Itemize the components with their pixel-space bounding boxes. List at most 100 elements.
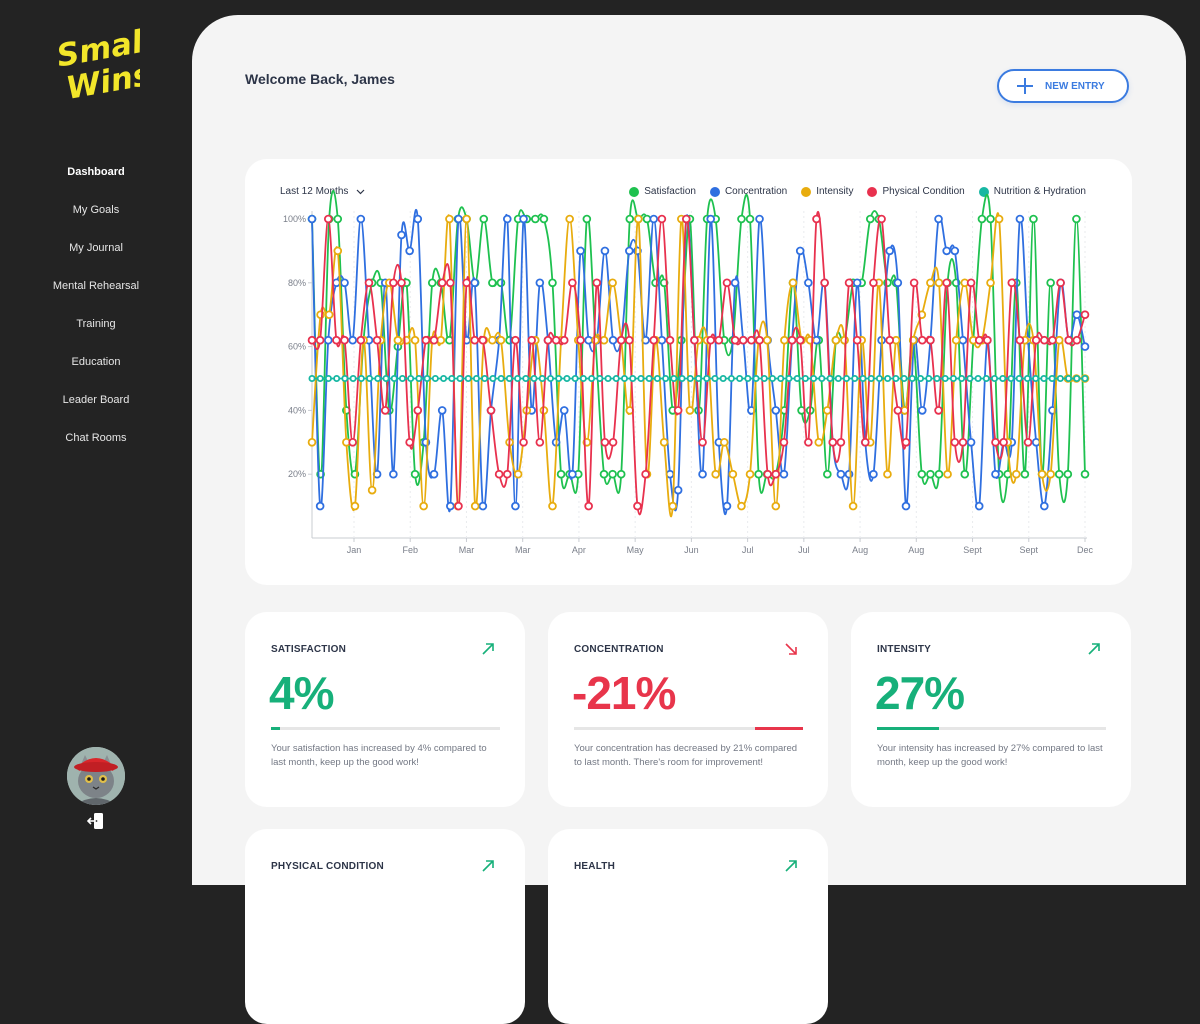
- sidebar-item-leader-board[interactable]: Leader Board: [62, 394, 130, 406]
- data-point: [909, 278, 919, 288]
- data-point: [673, 485, 683, 495]
- data-point: [446, 278, 455, 288]
- data-point: [901, 437, 911, 447]
- logout-icon[interactable]: [86, 812, 105, 830]
- data-point: [986, 278, 995, 288]
- logo[interactable]: Small Wins: [54, 22, 156, 107]
- data-point: [714, 335, 724, 345]
- data-point: [780, 335, 789, 345]
- sidebar-item-my-goals[interactable]: My Goals: [72, 204, 120, 216]
- sidebar-item-education[interactable]: Education: [71, 356, 121, 368]
- data-point: [464, 374, 472, 382]
- data-point: [462, 214, 471, 224]
- new-entry-button[interactable]: NEW ENTRY: [997, 69, 1129, 103]
- legend-label: Intensity: [816, 186, 854, 197]
- data-point: [755, 214, 764, 224]
- data-point: [625, 246, 634, 256]
- x-tick-label: Apr: [572, 545, 586, 555]
- data-point: [926, 469, 935, 479]
- data-point: [826, 374, 834, 382]
- y-tick-label: 40%: [288, 405, 306, 415]
- legend-label: Satisfaction: [644, 186, 696, 197]
- legend-dot: [978, 186, 989, 197]
- trend-up-icon: [1088, 643, 1100, 655]
- sidebar-item-dashboard[interactable]: Dashboard: [67, 166, 125, 178]
- stat-card-health: HEALTH: [548, 829, 828, 1024]
- legend-item[interactable]: Intensity: [801, 186, 853, 197]
- data-point: [722, 278, 732, 288]
- legend-item[interactable]: Concentration: [709, 186, 787, 197]
- data-point: [563, 374, 571, 382]
- data-point: [934, 214, 943, 224]
- data-point: [744, 374, 752, 382]
- data-point: [771, 469, 781, 479]
- data-point: [641, 469, 650, 479]
- stat-title: INTENSITY: [877, 644, 932, 655]
- data-point: [1020, 469, 1030, 479]
- sidebar-item-mental-rehearsal[interactable]: Mental Rehearsal: [52, 280, 140, 292]
- x-tick-label: Jun: [684, 545, 699, 555]
- data-point: [548, 501, 557, 511]
- data-point: [867, 374, 875, 382]
- trend-up-icon: [482, 643, 494, 655]
- data-point: [324, 310, 334, 320]
- sidebar-item-training[interactable]: Training: [76, 318, 116, 330]
- data-point: [307, 335, 317, 345]
- data-point: [513, 469, 523, 479]
- data-point: [405, 246, 414, 256]
- data-point: [958, 335, 968, 345]
- data-point: [999, 374, 1007, 382]
- legend-item[interactable]: Nutrition & Hydration: [978, 186, 1086, 197]
- data-point: [884, 374, 892, 382]
- data-point: [341, 374, 349, 382]
- data-point: [1046, 469, 1055, 479]
- data-point: [991, 437, 1000, 447]
- data-point: [535, 437, 545, 447]
- plus-icon: [1017, 78, 1033, 94]
- data-point: [727, 374, 735, 382]
- data-point: [410, 335, 420, 345]
- x-tick-label: Jan: [347, 545, 362, 555]
- data-point: [599, 469, 609, 479]
- data-point: [673, 406, 683, 415]
- x-tick-label: Sept: [963, 545, 982, 555]
- data-point: [382, 374, 390, 382]
- chart-card: Last 12 Months Satisfaction Concentration…: [245, 159, 1132, 585]
- data-point: [852, 335, 862, 345]
- legend-item[interactable]: Satisfaction: [629, 186, 696, 197]
- data-point: [804, 437, 813, 447]
- sidebar-item-my-journal[interactable]: My Journal: [69, 242, 123, 254]
- data-point: [958, 374, 966, 382]
- data-point: [1072, 310, 1082, 320]
- data-point: [348, 335, 357, 345]
- data-point: [1054, 335, 1064, 345]
- range-select[interactable]: Last 12 Months: [280, 186, 365, 197]
- data-point: [497, 374, 505, 382]
- avatar[interactable]: [67, 747, 125, 805]
- data-point: [703, 374, 711, 382]
- data-point: [668, 501, 678, 511]
- data-point: [496, 278, 506, 288]
- data-point: [1011, 469, 1021, 479]
- data-point: [539, 214, 549, 224]
- data-point: [620, 374, 628, 382]
- data-point: [478, 335, 488, 345]
- sidebar-nav: Dashboard My Goals My Journal Mental Reh…: [0, 158, 192, 462]
- data-point: [372, 335, 382, 345]
- new-entry-label: NEW ENTRY: [1045, 80, 1105, 92]
- progress-fill: [877, 727, 939, 730]
- data-point: [1073, 374, 1081, 382]
- data-point: [551, 335, 561, 345]
- data-point: [779, 469, 789, 479]
- sidebar-item-chat-rooms[interactable]: Chat Rooms: [65, 432, 127, 444]
- data-point: [502, 214, 512, 224]
- data-point: [454, 214, 463, 224]
- data-point: [315, 501, 325, 511]
- data-point: [616, 469, 626, 479]
- data-point: [711, 469, 720, 479]
- legend-item[interactable]: Physical Condition: [867, 186, 965, 197]
- data-point: [568, 278, 577, 288]
- stat-card-satisfaction: SATISFACTION 4% Your satisfaction has in…: [245, 612, 525, 807]
- progress-fill: [271, 727, 280, 730]
- stat-description: Your satisfaction has increased by 4% co…: [271, 743, 487, 768]
